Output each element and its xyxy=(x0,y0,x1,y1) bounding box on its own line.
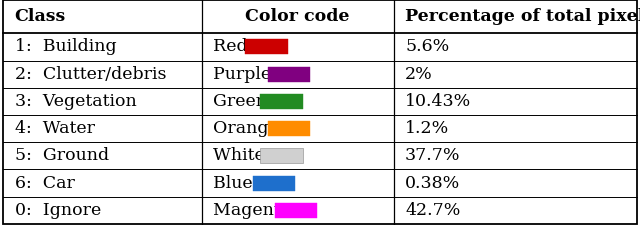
Bar xyxy=(268,67,310,82)
Bar xyxy=(253,176,296,191)
Bar xyxy=(246,39,288,54)
Text: 4:  Water: 4: Water xyxy=(15,120,95,137)
Text: 1.2%: 1.2% xyxy=(405,120,449,137)
Text: 2%: 2% xyxy=(405,66,433,83)
Text: 2:  Clutter/debris: 2: Clutter/debris xyxy=(15,66,166,83)
Text: Blue: Blue xyxy=(213,175,259,191)
Text: 3:  Vegetation: 3: Vegetation xyxy=(15,93,136,110)
Text: 37.7%: 37.7% xyxy=(405,147,461,164)
Text: 5:  Ground: 5: Ground xyxy=(15,147,109,164)
Bar xyxy=(268,121,310,136)
Text: Green: Green xyxy=(213,93,273,110)
Text: Class: Class xyxy=(15,8,66,25)
Text: 10.43%: 10.43% xyxy=(405,93,472,110)
Text: 1:  Building: 1: Building xyxy=(15,38,116,55)
Bar xyxy=(260,94,303,109)
Bar xyxy=(275,203,317,218)
Text: Orange: Orange xyxy=(213,120,284,137)
Text: Percentage of total pixels: Percentage of total pixels xyxy=(405,8,640,25)
Text: White: White xyxy=(213,147,270,164)
Text: 42.7%: 42.7% xyxy=(405,202,461,219)
Text: 0:  Ignore: 0: Ignore xyxy=(15,202,101,219)
Text: Magenta: Magenta xyxy=(213,202,297,219)
Text: 0.38%: 0.38% xyxy=(405,175,460,191)
Text: Purple: Purple xyxy=(213,66,276,83)
Text: 6:  Car: 6: Car xyxy=(15,175,75,191)
Text: 5.6%: 5.6% xyxy=(405,38,449,55)
Bar xyxy=(260,148,303,163)
Text: Red: Red xyxy=(213,38,253,55)
Text: Color code: Color code xyxy=(245,8,350,25)
